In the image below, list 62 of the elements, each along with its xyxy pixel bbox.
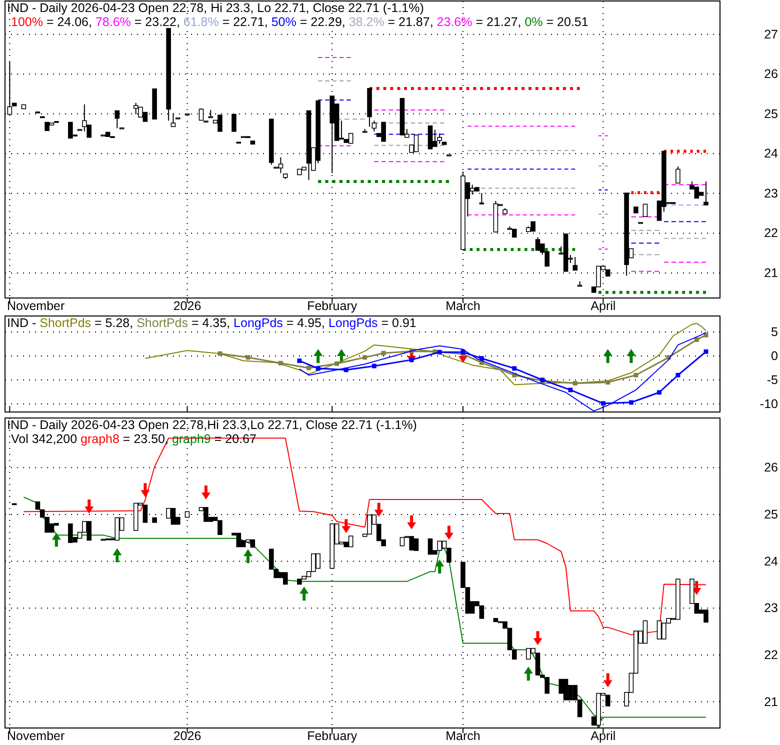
y-tick-label: 23 — [764, 186, 778, 200]
x-tick-label: March — [446, 299, 480, 313]
y-tick-label: 25 — [764, 106, 778, 121]
point — [676, 372, 680, 378]
point — [600, 401, 606, 406]
point — [297, 358, 302, 364]
x-tick-label: 2026 — [173, 299, 202, 313]
point — [344, 368, 348, 372]
y-tick-label: 26 — [764, 460, 778, 475]
point — [362, 355, 368, 360]
point — [437, 350, 442, 354]
y-tick-label: 22 — [764, 226, 778, 240]
point — [628, 400, 634, 405]
point — [704, 332, 708, 338]
y-tick-label: 26 — [764, 67, 778, 82]
candlestick — [642, 204, 648, 217]
x-tick-label: November — [7, 299, 65, 313]
point — [694, 337, 699, 342]
point — [606, 380, 610, 385]
point — [334, 361, 340, 366]
chart-title: IND - Daily 2026-04-23 Open 22.78,Hi 23.3,Lo 22.71, Close 22.71 (-1.1%) — [7, 418, 417, 432]
y-tick-label: 5 — [771, 325, 778, 340]
candlestick — [676, 166, 680, 184]
text: 100% = 24.06, 78.6% = 23.22, 61.8% = 22.71, 50% = 22.29, 38.2% = 21.87, 23.6% = 21.27, 0% = 20.51 — [11, 15, 588, 29]
point — [381, 350, 386, 356]
x-tick-label: February — [307, 299, 358, 313]
y-tick-label: 0 — [771, 348, 778, 363]
chart-title: IND - — [7, 316, 40, 330]
point — [479, 356, 484, 361]
x-tick-label: March — [446, 729, 480, 743]
y-tick-label: 24 — [764, 554, 778, 568]
point — [278, 360, 283, 366]
point — [306, 366, 311, 370]
y-tick-label: 27 — [764, 27, 778, 42]
y-tick-label: 21 — [764, 694, 778, 709]
x-tick-label: April — [590, 729, 616, 743]
point — [372, 364, 376, 368]
point — [657, 390, 662, 395]
y-tick-label: 21 — [764, 266, 778, 280]
y-tick-label: 23 — [764, 601, 778, 616]
point — [512, 366, 517, 371]
chart-subtitle: ShortPds = 5.28, ShortPds = 4.35, LongPds = 4.95, LongPds = 0.91 — [40, 316, 416, 330]
y-tick-label: 25 — [764, 507, 778, 522]
point — [704, 349, 708, 354]
candlestick — [282, 572, 288, 585]
x-tick-label: November — [7, 729, 65, 743]
point — [634, 372, 638, 378]
point — [568, 388, 573, 392]
x-tick-label: April — [590, 299, 616, 313]
point — [572, 381, 578, 386]
point — [218, 351, 222, 356]
legend-title: Vol 342,200 — [11, 432, 81, 446]
y-tick-label: 22 — [764, 648, 778, 662]
y-tick-label: 24 — [764, 146, 778, 161]
y-tick-label: -5 — [766, 372, 778, 387]
x-tick-label: February — [307, 729, 358, 743]
point — [246, 355, 250, 360]
y-tick-label: -10 — [760, 396, 778, 411]
point — [316, 366, 320, 371]
x-tick-label: 2026 — [173, 729, 202, 743]
chart-title: IND - Daily 2026-04-23 Open 22.78, Hi 23.3, Lo 22.71, Close 22.71 (-1.1%) — [7, 1, 424, 15]
candlestick — [372, 120, 377, 132]
